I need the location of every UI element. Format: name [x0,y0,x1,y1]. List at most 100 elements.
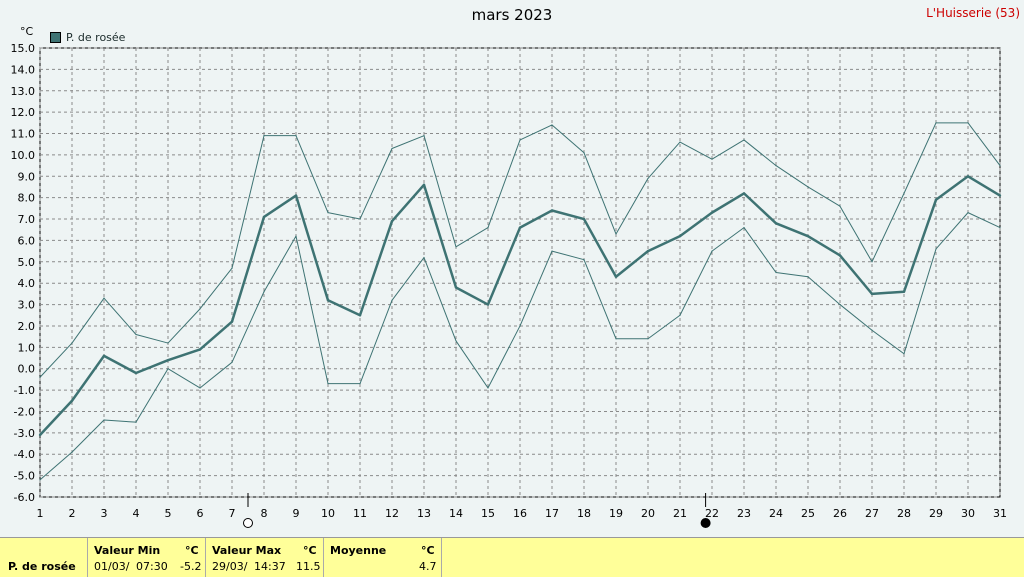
data-point-min [775,271,777,274]
data-point-avg [390,219,394,223]
data-point-max [263,135,265,137]
data-point-max [839,205,841,207]
x-tick-label: 31 [993,507,1007,520]
stats-avg-cell: Moyenne °C 4.7 [324,538,442,577]
data-point-avg [262,215,266,219]
data-point-min [135,421,137,423]
data-point-min [167,368,169,370]
data-point-max [551,124,553,126]
data-point-min [807,276,809,278]
x-tick-label: 14 [449,507,463,520]
x-tick-label: 4 [133,507,140,520]
y-tick-label: 13.0 [11,85,36,98]
data-point-avg [134,371,138,375]
data-point-avg [550,209,554,212]
stats-max-header: Valeur Max [212,544,282,557]
x-tick-label: 27 [865,507,879,520]
data-point-max [583,152,585,154]
data-point-avg [774,222,778,225]
data-point-max [231,267,233,269]
stats-panel: P. de rosée Valeur Min °C 01/03/ 07:30 -… [0,537,1024,577]
data-point-min [999,227,1001,229]
data-point-max [679,141,681,143]
data-point-min [71,451,73,453]
data-point-avg [454,286,458,289]
data-point-avg [166,358,170,362]
stats-avg-value: 4.7 [419,560,437,573]
y-tick-label: 10.0 [11,149,36,162]
data-point-max [455,246,457,248]
data-point-max [135,333,137,336]
data-point-avg [38,433,42,437]
data-point-min [391,299,393,301]
data-point-min [487,387,489,389]
data-point-min [711,250,713,252]
x-tick-label: 25 [801,507,815,520]
data-point-avg [902,290,906,293]
y-tick-label: 5.0 [18,256,36,269]
stats-max-time: 14:37 [254,560,286,573]
data-point-min [295,235,297,237]
x-tick-label: 26 [833,507,847,520]
data-point-max [39,376,41,378]
moon-markers [243,493,711,528]
stats-min-time: 07:30 [136,560,168,573]
stats-min-header: Valeur Min [94,544,161,557]
data-point-max [807,186,809,188]
series-layer [38,122,1002,481]
x-tick-label: 18 [577,507,591,520]
y-tick-label: 7.0 [18,213,36,226]
y-tick-label: 0.0 [18,363,36,376]
data-point-min [935,248,937,250]
data-point-max [519,139,521,141]
stats-max-cell: Valeur Max °C 29/03/ 14:37 11.5 [206,538,324,577]
data-point-avg [838,254,842,257]
x-tick-label: 3 [101,507,108,520]
data-point-avg [358,314,362,317]
data-point-min [103,419,105,421]
data-point-avg [614,275,618,278]
data-point-avg [742,192,746,195]
data-point-min [199,387,201,389]
data-point-max [999,164,1001,167]
station-name: L'Huisserie (53) [926,6,1020,20]
x-tick-label: 24 [769,507,783,520]
stats-min-value: -5.2 [180,560,202,573]
x-tick-label: 30 [961,507,975,520]
y-tick-label: 2.0 [18,320,36,333]
y-axis-unit: °C [20,25,34,38]
x-tick-label: 12 [385,507,399,520]
data-point-min [359,383,361,385]
data-point-min [551,250,553,252]
x-tick-label: 7 [229,507,236,520]
data-point-avg [294,194,298,197]
data-point-min [39,479,41,481]
y-tick-label: 11.0 [11,128,36,141]
data-point-max [327,212,329,214]
chart-title: mars 2023 [471,6,553,24]
y-tick-label: 12.0 [11,106,36,119]
x-tick-label: 11 [353,507,367,520]
data-point-avg [678,234,682,238]
data-point-min [455,340,457,342]
data-point-avg [646,249,650,253]
data-point-min [519,325,521,327]
x-tick-label: 20 [641,507,655,520]
data-point-avg [518,226,522,229]
y-tick-label: 1.0 [18,341,36,354]
data-point-min [615,338,617,340]
moon-full-icon [700,518,711,528]
data-point-avg [198,348,202,351]
stats-min-unit: °C [185,544,199,557]
data-point-avg [102,354,106,358]
data-point-avg [710,211,714,214]
x-tick-label: 13 [417,507,431,520]
data-point-max [871,261,873,263]
data-point-min [327,383,329,385]
x-tick-label: 8 [261,507,268,520]
data-point-min [583,259,585,261]
x-tick-label: 23 [737,507,751,520]
y-tick-label: -5.0 [14,470,35,483]
x-tick-label: 17 [545,507,559,520]
x-tick-label: 15 [481,507,495,520]
